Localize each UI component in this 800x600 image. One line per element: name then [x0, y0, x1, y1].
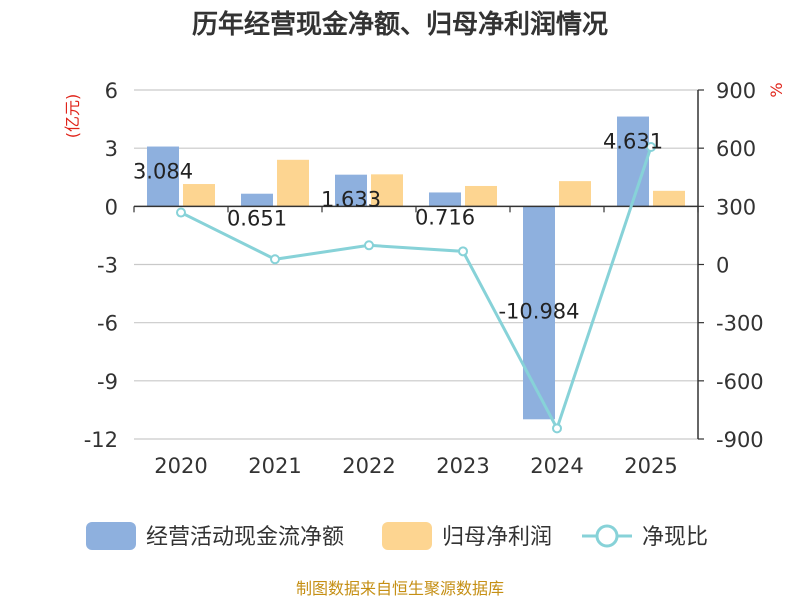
legend-label-ocf: 经营活动现金流净额	[146, 525, 344, 550]
data-label-ocf-2025: 4.631	[603, 130, 663, 154]
ratio-point-2023	[458, 246, 468, 257]
legend-swatch-ratio-marker	[595, 524, 619, 548]
left-tick-label: 3	[105, 137, 118, 161]
x-tick-label: 2024	[530, 454, 583, 478]
ratio-point-2025	[646, 142, 656, 153]
x-tick-label: 2020	[154, 454, 207, 478]
bar-profit-2020	[183, 184, 215, 207]
axes	[133, 90, 699, 439]
legend-item-profit[interactable]: 归母净利润	[382, 522, 552, 550]
bar-profit-2025	[653, 190, 685, 207]
right-tick-label: -900	[716, 428, 764, 452]
bar-ocf-2022	[335, 174, 367, 207]
right-tick-label: 0	[716, 254, 729, 278]
left-axis-unit: (亿元)	[63, 94, 82, 139]
data-label-ocf-2024: -10.984	[498, 299, 579, 323]
right-tick-label: 300	[716, 195, 756, 219]
gridlines	[134, 89, 698, 440]
ratio-point-2021	[270, 254, 280, 265]
data-label-ocf-2021: 0.651	[227, 207, 287, 231]
legend-swatch-profit	[382, 522, 432, 550]
right-tick-label: 600	[716, 137, 756, 161]
data-labels: 3.084 0.651 1.633 0.716 -10.984 4.631	[133, 130, 663, 324]
left-tick-label: 0	[105, 195, 118, 219]
bar-profit-2024	[559, 181, 591, 207]
right-tick-label: 900	[716, 79, 756, 103]
left-tick-label: -12	[84, 428, 118, 452]
bar-profit-2021	[277, 159, 309, 207]
legend: 经营活动现金流净额 归母净利润 净现比	[86, 522, 708, 550]
footer-source: 制图数据来自恒生聚源数据库	[296, 579, 504, 598]
bar-profit-2023	[465, 185, 497, 207]
ratio-point-2020	[176, 207, 186, 218]
x-tick-label: 2021	[248, 454, 301, 478]
legend-item-ratio[interactable]: 净现比	[582, 524, 708, 550]
bar-ocf-2024	[523, 206, 555, 420]
bar-ocf-2023	[429, 192, 461, 207]
right-axis-ticks: 900 600 300 0 -300 -600 -900	[698, 79, 764, 452]
bar-ocf-2021	[241, 193, 273, 207]
bar-profit-2022	[371, 174, 403, 207]
ratio-line-series	[176, 142, 656, 434]
left-tick-label: -9	[97, 370, 118, 394]
ratio-point-2022	[364, 240, 374, 251]
legend-label-ratio: 净现比	[642, 525, 708, 550]
bar-ocf-2020	[147, 146, 179, 207]
chart-title: 历年经营现金净额、归母净利润情况	[192, 9, 608, 40]
data-label-ocf-2023: 0.716	[415, 205, 475, 229]
x-tick-label: 2023	[436, 454, 489, 478]
data-label-ocf-2020: 3.084	[133, 160, 193, 184]
left-tick-label: 6	[105, 79, 118, 103]
bar-marks	[147, 116, 685, 420]
legend-item-ocf[interactable]: 经营活动现金流净额	[86, 522, 344, 550]
right-tick-label: -600	[716, 370, 764, 394]
left-tick-label: -6	[97, 312, 118, 336]
ratio-line	[180, 146, 653, 433]
legend-swatch-ocf	[86, 522, 136, 550]
x-tick-label: 2025	[624, 454, 677, 478]
bar-ocf-2025	[617, 116, 649, 207]
left-axis-ticks: 6 3 0 -3 -6 -9 -12	[84, 79, 118, 452]
right-tick-label: -300	[716, 312, 764, 336]
data-label-ocf-2022: 1.633	[321, 188, 381, 212]
legend-label-profit: 归母净利润	[442, 525, 552, 550]
x-tick-label: 2022	[342, 454, 395, 478]
right-axis-unit: %	[767, 82, 786, 97]
left-tick-label: -3	[97, 254, 118, 278]
x-axis-ticks: 2020 2021 2022 2023 2024 2025	[154, 454, 677, 478]
ratio-point-2024	[552, 423, 562, 434]
